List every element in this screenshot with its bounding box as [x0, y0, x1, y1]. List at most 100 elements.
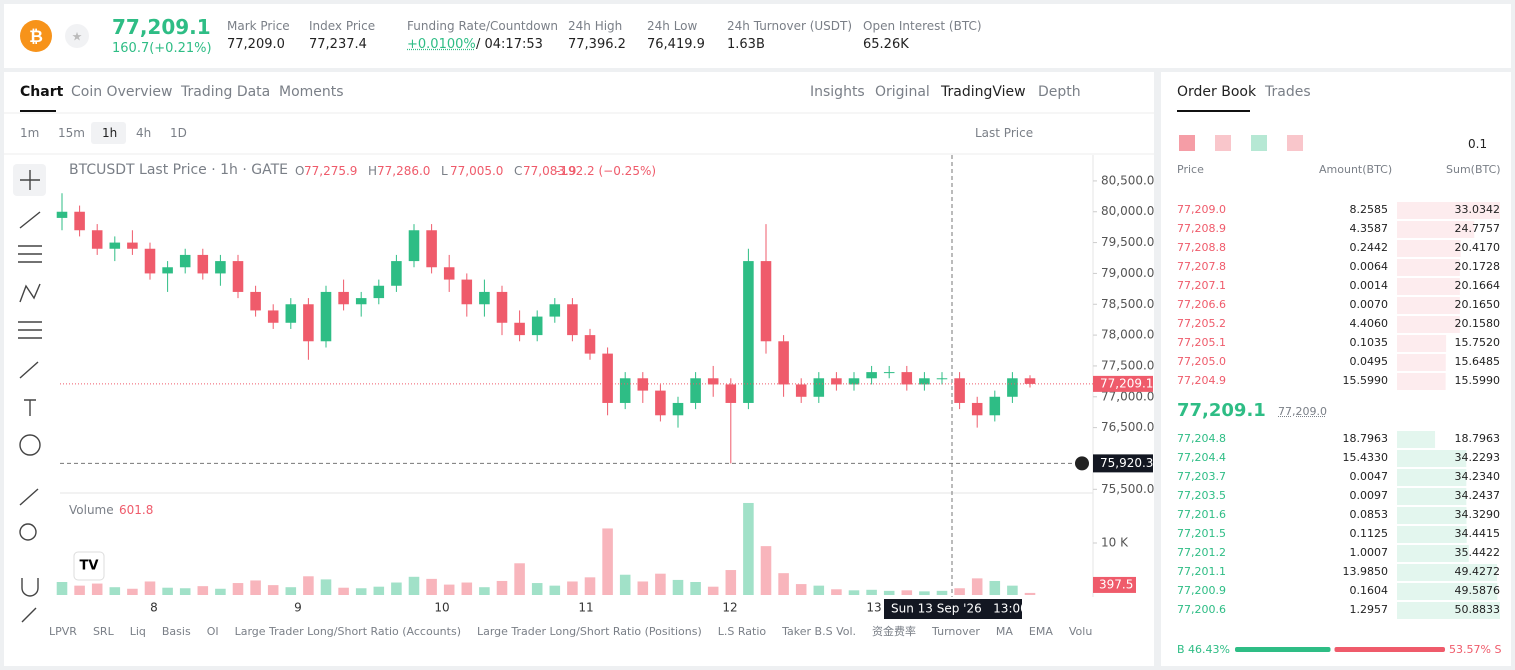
book-step[interactable]: 0.1 — [1468, 137, 1488, 151]
price-type[interactable]: Last Price — [975, 126, 1034, 140]
view-tab[interactable]: Original — [875, 84, 930, 100]
stat-label: 24h Low — [647, 19, 698, 33]
tv-logo — [73, 551, 105, 581]
volume-bar — [778, 573, 789, 595]
volume-bar — [725, 570, 737, 595]
volume-bar — [426, 578, 437, 595]
chart-tab[interactable]: Coin Overview — [71, 84, 173, 100]
candle-body — [303, 304, 314, 342]
candle-body — [197, 254, 209, 274]
book-amount: 0.0495 — [1349, 355, 1389, 368]
volume-bar — [901, 590, 913, 595]
indicator[interactable]: Taker B.S Vol. — [782, 625, 857, 638]
view-tab[interactable]: Insights — [810, 84, 865, 100]
candle-body — [426, 230, 437, 268]
x-tick-label: 11 — [578, 601, 593, 615]
indicator[interactable]: Large Trader Long/Short Ratio (Positions… — [476, 625, 702, 638]
book-amount: 4.3587 — [1349, 222, 1389, 235]
indicator[interactable]: Liq — [129, 625, 146, 638]
book-col: Amount(BTC) — [1319, 163, 1393, 176]
x-tick-label: 12 — [722, 601, 737, 615]
volume-bar — [461, 582, 473, 595]
volume-bar — [690, 582, 701, 595]
book-sum: 20.4170 — [1454, 241, 1501, 254]
depth-bar — [1397, 316, 1460, 333]
y-tick-label: 78,000.0 — [1101, 328, 1154, 342]
view-tab[interactable]: Depth — [1038, 84, 1081, 100]
candle-body — [74, 211, 85, 231]
indicator[interactable]: EMA — [1028, 625, 1053, 638]
book-sum: 15.5990 — [1454, 374, 1501, 387]
book-sum: 50.8833 — [1454, 603, 1501, 616]
book-tab[interactable]: Order Book — [1177, 84, 1257, 100]
book-amount: 0.0014 — [1349, 279, 1389, 292]
volume-bar — [338, 587, 349, 595]
x-tick-label: 10 — [434, 601, 449, 615]
volume-bar — [496, 580, 508, 595]
book-price: 77,201.1 — [1177, 565, 1226, 578]
indicator[interactable]: Large Trader Long/Short Ratio (Accounts) — [234, 625, 461, 638]
candle-body — [1024, 378, 1036, 384]
book-mode[interactable] — [1251, 135, 1267, 151]
indicator[interactable]: Turnover — [932, 625, 980, 638]
book-sum: 20.1664 — [1454, 279, 1501, 292]
stat-value: 1.63B — [727, 37, 765, 52]
y-tick-label: 79,000.0 — [1101, 266, 1154, 280]
book-sum: 33.0342 — [1454, 203, 1501, 216]
book-col: Price — [1177, 163, 1204, 176]
book-price: 77,208.8 — [1177, 241, 1226, 254]
ratio-buy-label: B 46.43% — [1177, 643, 1230, 656]
header-panel — [4, 4, 1511, 68]
interval[interactable]: 4h — [136, 126, 152, 140]
volume-bar — [285, 587, 297, 595]
candle-body — [338, 291, 349, 305]
last-volume-label: 397.5 — [1099, 577, 1133, 591]
volume-bar — [391, 582, 402, 595]
book-mode[interactable] — [1179, 135, 1195, 151]
price-change: 160.7(+0.21%) — [112, 41, 212, 56]
chart-tab[interactable]: Chart — [20, 84, 64, 100]
indicator[interactable]: LPVR — [49, 625, 77, 638]
volume-bar — [1007, 585, 1018, 595]
indicator[interactable]: SRL — [92, 625, 114, 638]
chart-tab[interactable]: Moments — [279, 84, 344, 100]
coin-symbol: ₿ — [29, 27, 43, 47]
candle-body — [690, 378, 701, 403]
fav-icon[interactable] — [65, 24, 89, 48]
indicator[interactable]: Basis — [161, 625, 191, 638]
depth-bar — [1397, 507, 1467, 524]
book-tab[interactable]: Trades — [1265, 84, 1311, 100]
chart-tab[interactable]: Trading Data — [181, 84, 271, 100]
indicator[interactable]: L.S Ratio — [717, 625, 767, 638]
depth-bar — [1397, 488, 1467, 505]
interval[interactable]: 15m — [58, 126, 85, 140]
candle-body — [602, 353, 613, 403]
volume-bar — [514, 563, 525, 595]
view-tab[interactable]: TradingView — [941, 84, 1026, 100]
candle-body — [479, 291, 490, 305]
indicator[interactable]: OI — [206, 625, 219, 638]
book-mode[interactable] — [1215, 135, 1231, 151]
candle-body — [584, 335, 596, 354]
ohlc-value: 77,275.9 — [304, 164, 358, 178]
volume-value: 601.8 — [119, 503, 154, 517]
volume-bar — [655, 573, 666, 595]
volume-bar — [267, 585, 279, 595]
book-amount: 0.0853 — [1349, 508, 1389, 521]
volume-bar — [197, 586, 209, 595]
indicator[interactable]: MA — [995, 625, 1013, 638]
candle-body — [619, 378, 631, 403]
book-sum: 34.3290 — [1454, 508, 1501, 521]
interval[interactable]: 1m — [20, 126, 40, 140]
interval[interactable]: 1h — [102, 126, 118, 140]
depth-bar — [1397, 431, 1436, 448]
interval[interactable]: 1D — [170, 126, 187, 140]
book-amount: 0.0064 — [1349, 260, 1389, 273]
depth-bar — [1397, 469, 1467, 486]
candle-body — [215, 261, 226, 274]
indicator[interactable]: 资金费率 — [872, 625, 917, 638]
book-mode[interactable] — [1287, 135, 1303, 151]
depth-bar — [1397, 278, 1460, 295]
book-amount: 15.5990 — [1342, 374, 1389, 387]
indicator[interactable]: Volu — [1068, 625, 1093, 638]
